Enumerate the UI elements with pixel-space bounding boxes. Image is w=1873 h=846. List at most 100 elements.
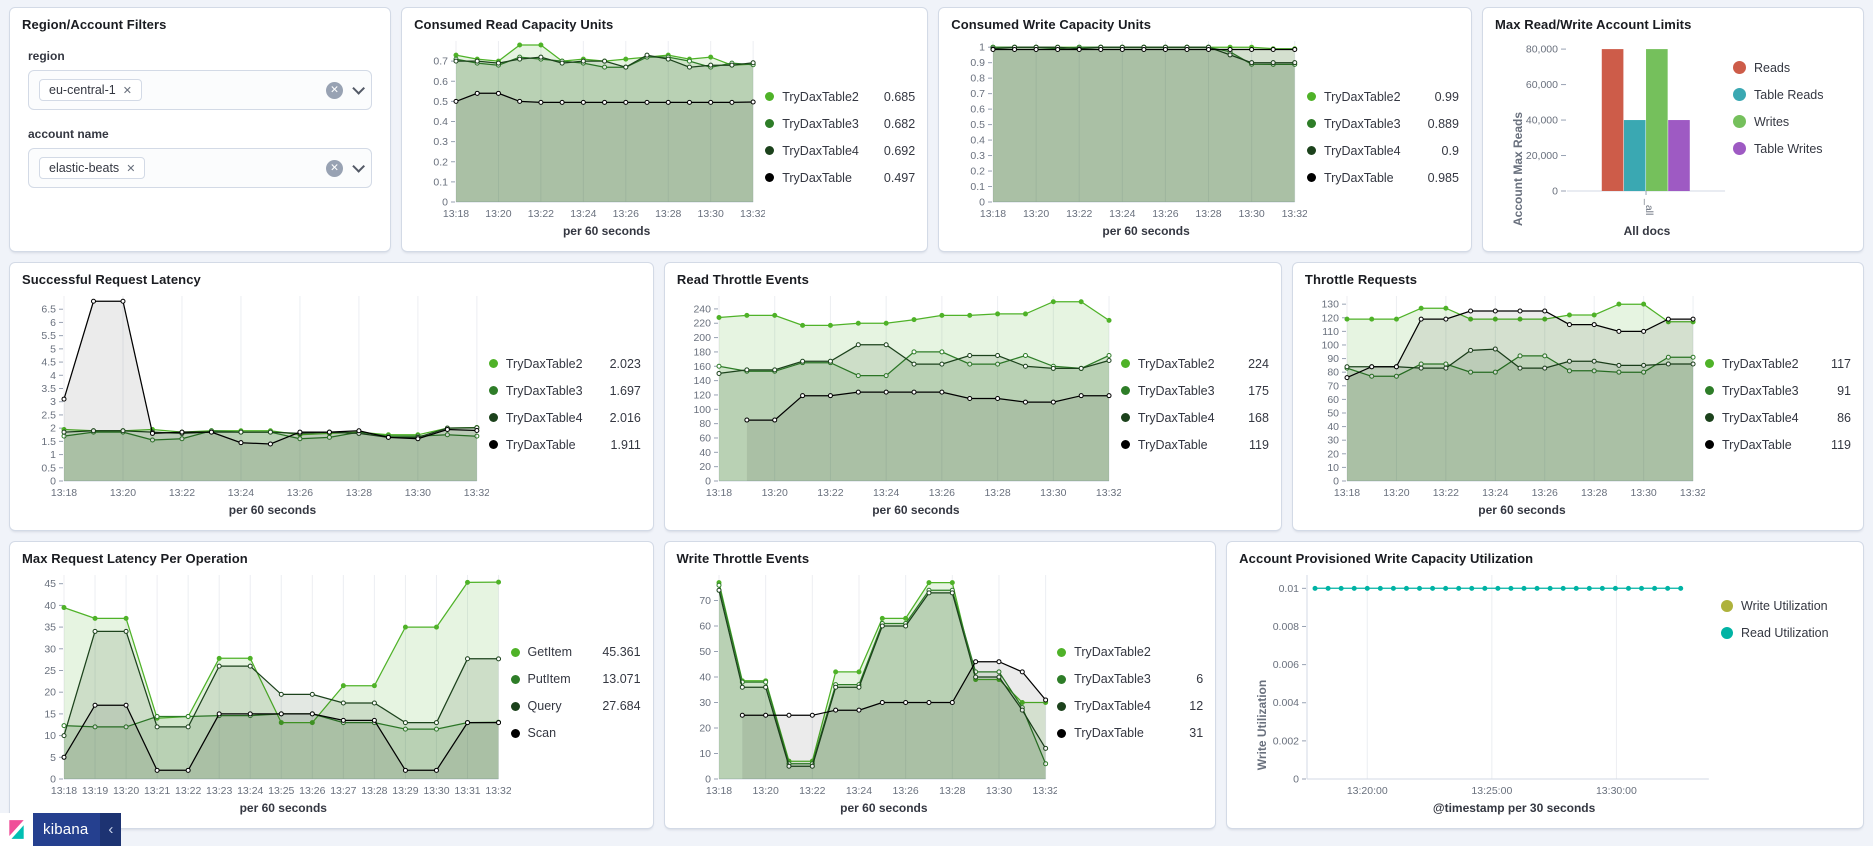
legend-item[interactable]: GetItem 45.361 — [510, 645, 641, 659]
legend-series-name: TryDaxTable2 — [1137, 356, 1215, 371]
legend-item[interactable]: TryDaxTable 119 — [1120, 438, 1269, 452]
legend-item[interactable]: TryDaxTable 0.497 — [765, 171, 915, 185]
svg-text:0: 0 — [1552, 186, 1558, 198]
remove-pill-icon[interactable]: ✕ — [122, 84, 132, 97]
clear-selection-icon[interactable]: ✕ — [326, 81, 344, 99]
legend-item[interactable]: TryDaxTable 0.985 — [1306, 171, 1459, 185]
panel-max-request-latency-per-operation: Max Request Latency Per Operation 13:18 1… — [9, 541, 654, 829]
legend-item[interactable]: Table Reads — [1733, 88, 1851, 102]
legend-color-dot — [1057, 674, 1067, 684]
chevron-down-icon[interactable] — [352, 159, 366, 173]
svg-text:0.7: 0.7 — [971, 88, 986, 100]
chevron-down-icon[interactable] — [352, 81, 366, 95]
svg-text:50: 50 — [1327, 407, 1339, 419]
legend-item[interactable]: TryDaxTable2 2.023 — [488, 356, 641, 371]
clear-selection-icon[interactable]: ✕ — [326, 159, 344, 177]
legend-series-name: GetItem — [527, 645, 573, 659]
panel-title: Consumed Read Capacity Units — [414, 17, 614, 32]
svg-text:15: 15 — [44, 708, 56, 720]
legend-item[interactable]: Table Writes — [1733, 142, 1851, 156]
legend-item[interactable]: TryDaxTable4 0.9 — [1306, 144, 1459, 158]
svg-text:13:24: 13:24 — [1109, 208, 1135, 220]
write-utilization-chart[interactable]: 13:20:00 13:25:00 13:30:00 0 0.002 0.004 0.006… — [1255, 566, 1721, 800]
legend-color-dot — [1306, 92, 1316, 101]
legend-item[interactable]: TryDaxTable2 117 — [1704, 357, 1851, 371]
legend-item[interactable]: TryDaxTable3 0.682 — [765, 117, 915, 131]
legend-color-dot — [765, 119, 775, 128]
svg-text:4.5: 4.5 — [41, 357, 56, 369]
region-pill[interactable]: eu-central-1 ✕ — [39, 79, 142, 101]
legend-item[interactable]: TryDaxTable2 0.99 — [1306, 89, 1459, 104]
legend-item[interactable]: TryDaxTable2 — [1057, 645, 1203, 659]
legend-item[interactable]: TryDaxTable 1.911 — [488, 438, 641, 452]
legend-item[interactable]: TryDaxTable 31 — [1057, 726, 1203, 740]
svg-text:0.3: 0.3 — [433, 136, 448, 148]
collapse-nav-icon[interactable]: ‹ — [100, 813, 122, 846]
legend-item[interactable]: TryDaxTable3 1.697 — [488, 383, 641, 398]
legend-item[interactable]: Read Utilization — [1721, 626, 1851, 640]
legend-item[interactable]: Write Utilization — [1721, 599, 1851, 613]
legend-item[interactable]: TryDaxTable3 0.889 — [1306, 116, 1459, 131]
legend-item[interactable]: TryDaxTable 119 — [1704, 438, 1851, 452]
remove-pill-icon[interactable]: ✕ — [126, 162, 136, 175]
legend-series-value: 1.697 — [609, 383, 641, 398]
legend-item[interactable]: Writes — [1733, 115, 1851, 129]
legend-item[interactable]: TryDaxTable4 12 — [1057, 699, 1203, 713]
kibana-brand-bar: kibana ‹ — [0, 813, 122, 846]
svg-text:0.6: 0.6 — [971, 104, 986, 116]
svg-text:13:24: 13:24 — [237, 785, 263, 797]
read-throttle-chart[interactable]: 13:18 13:20 13:22 13:24 13:26 13:28 13:30 13:32… — [677, 287, 1121, 502]
legend-item[interactable]: Scan — [510, 726, 641, 740]
svg-text:35: 35 — [44, 622, 56, 634]
legend-item[interactable]: TryDaxTable3 175 — [1120, 383, 1269, 398]
chart-legend: TryDaxTable2 0.685 TryDaxTable3 0.682 TryDax… — [765, 32, 915, 242]
request-latency-chart[interactable]: 13:18 13:20 13:22 13:24 13:26 13:28 13:30 13:32… — [22, 287, 489, 502]
legend-item[interactable]: TryDaxTable4 168 — [1120, 411, 1269, 425]
legend-series-name: TryDaxTable2 — [1323, 89, 1401, 104]
legend-item[interactable]: TryDaxTable4 0.692 — [765, 144, 915, 158]
legend-series-value: 31 — [1189, 726, 1204, 740]
svg-text:0: 0 — [705, 774, 711, 786]
chart-legend: TryDaxTable2 2.023 TryDaxTable3 1.697 TryDax… — [488, 287, 641, 521]
legend-item[interactable]: TryDaxTable3 6 — [1057, 672, 1203, 686]
svg-text:13:32: 13:32 — [740, 208, 765, 220]
svg-text:20: 20 — [699, 461, 711, 473]
svg-text:0.01: 0.01 — [1279, 583, 1300, 595]
legend-item[interactable]: PutItem 13.071 — [510, 672, 641, 686]
svg-text:0.4: 0.4 — [971, 135, 986, 147]
region-combobox[interactable]: eu-central-1 ✕ ✕ — [28, 70, 373, 110]
legend-series-name: TryDaxTable — [1074, 726, 1144, 740]
legend-item[interactable]: Query 27.684 — [510, 699, 641, 713]
account-limits-bar-chart[interactable]: 0 20,000 40,000 60,000 80,000 _all — [1511, 32, 1733, 223]
legend-item[interactable]: TryDaxTable3 91 — [1704, 384, 1851, 398]
legend-series-value: 175 — [1248, 383, 1269, 398]
legend-item[interactable]: Reads — [1733, 61, 1851, 75]
svg-text:0: 0 — [50, 774, 56, 786]
svg-text:20: 20 — [699, 723, 711, 735]
svg-text:13:32: 13:32 — [485, 785, 510, 797]
account-pill[interactable]: elastic-beats ✕ — [39, 157, 146, 179]
account-name-combobox[interactable]: elastic-beats ✕ ✕ — [28, 148, 373, 188]
legend-item[interactable]: TryDaxTable4 2.016 — [488, 411, 641, 425]
svg-text:13:22: 13:22 — [169, 487, 195, 499]
svg-text:13:32: 13:32 — [464, 487, 489, 499]
svg-text:0.006: 0.006 — [1273, 659, 1299, 671]
legend-color-dot — [1120, 440, 1130, 449]
dashboard-row-3: Max Request Latency Per Operation 13:18 1… — [9, 541, 1865, 829]
legend-item[interactable]: TryDaxTable2 224 — [1120, 356, 1269, 371]
consumed-write-chart[interactable]: 13:18 13:20 13:22 13:24 13:26 13:28 13:30 13:32… — [951, 32, 1307, 223]
legend-series-value: 2.023 — [609, 356, 641, 371]
max-latency-operation-chart[interactable]: 13:18 13:19 13:20 13:21 13:22 13:23 13:24 13:25… — [22, 566, 511, 800]
legend-item[interactable]: TryDaxTable4 86 — [1704, 411, 1851, 425]
legend-item[interactable]: TryDaxTable2 0.685 — [765, 90, 915, 104]
throttle-requests-chart[interactable]: 13:18 13:20 13:22 13:24 13:26 13:28 13:30 13:32… — [1305, 287, 1705, 502]
write-throttle-chart[interactable]: 13:18 13:20 13:22 13:24 13:26 13:28 13:30 13:32… — [677, 566, 1058, 800]
svg-text:200: 200 — [693, 332, 711, 344]
legend-series-name: PutItem — [527, 672, 571, 686]
legend-series-name: TryDaxTable3 — [1323, 116, 1401, 131]
legend-series-name: TryDaxTable2 — [505, 356, 583, 371]
consumed-read-chart[interactable]: 13:18 13:20 13:22 13:24 13:26 13:28 13:30 13:32… — [414, 32, 765, 223]
legend-series-name: Writes — [1754, 114, 1790, 129]
panel-read-throttle-events: Read Throttle Events 13:18 13:20 13:22 13:2… — [663, 262, 1282, 531]
x-axis-caption: per 60 seconds — [1102, 224, 1190, 238]
